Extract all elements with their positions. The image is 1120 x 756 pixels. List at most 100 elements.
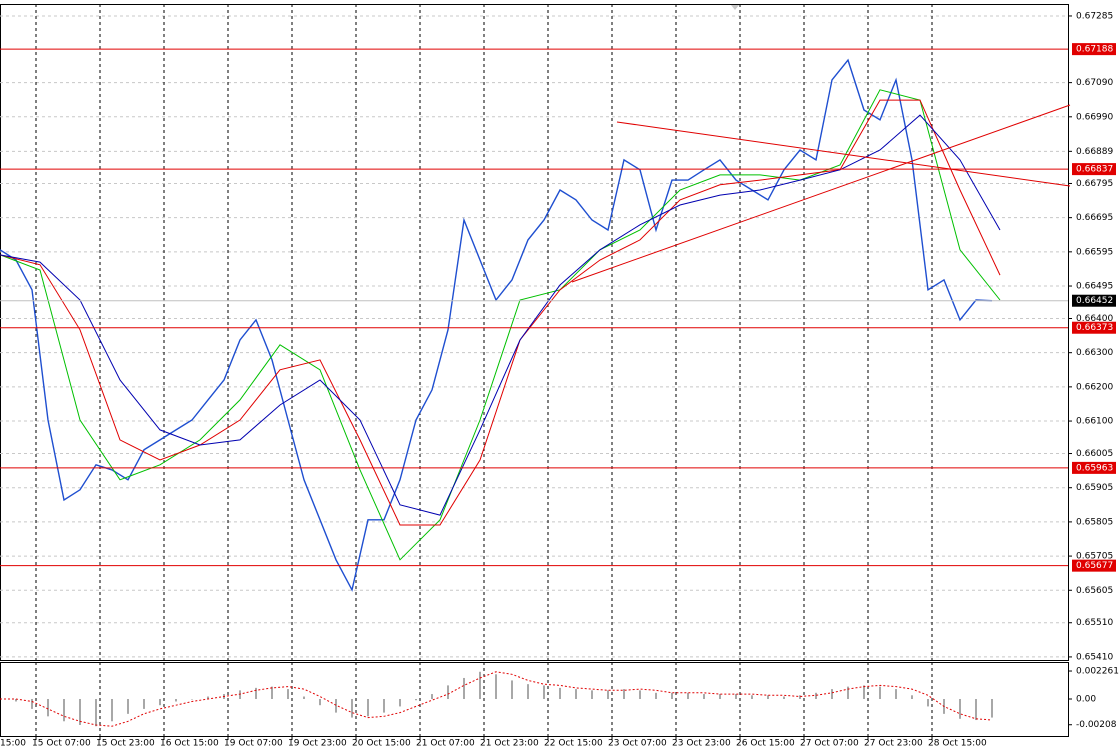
- histogram-bar: [255, 687, 257, 699]
- histogram-bar: [95, 699, 97, 727]
- histogram-bar: [159, 699, 161, 706]
- main-panel-frame: [0, 4, 1069, 661]
- y-tick-label: 0.65605: [1076, 586, 1113, 596]
- y-tick-label: 0.65410: [1076, 652, 1113, 662]
- histogram-bar: [671, 692, 673, 699]
- y-tick-label: 0.66100: [1076, 417, 1113, 427]
- histogram-bar: [959, 699, 961, 719]
- histogram-bar: [735, 694, 737, 699]
- plot-layer: 0.67285 0.67090 0.66990 0.66889 0.66795 0.666…: [0, 4, 1119, 749]
- histogram-bar: [207, 696, 209, 699]
- y-tick-label: 0.66595: [1076, 247, 1113, 257]
- level-label: 0.65963: [1076, 463, 1113, 473]
- histogram-bar: [975, 699, 977, 721]
- x-tick-label: 28 Oct 15:00: [928, 739, 987, 749]
- histogram-bar: [767, 695, 769, 699]
- histogram-bar: [415, 699, 417, 701]
- histogram-bar: [127, 699, 129, 714]
- x-tick-label: 20 Oct 15:00: [352, 739, 411, 749]
- histogram-bar: [719, 694, 721, 699]
- level-tag: [1072, 461, 1116, 474]
- y-tick-label: 0.65510: [1076, 618, 1113, 628]
- histogram-bar: [143, 699, 145, 709]
- series-line: [0, 99, 1001, 526]
- last-price-tag: [1072, 294, 1116, 307]
- histogram-bar: [511, 680, 513, 699]
- x-tick-label: 23 Oct 07:00: [608, 739, 667, 749]
- histogram-bar: [479, 671, 481, 699]
- x-tick-label: 15 Oct 23:00: [96, 739, 155, 749]
- x-tick-label: 27 Oct 23:00: [864, 739, 923, 749]
- histogram-bar: [751, 695, 753, 699]
- histogram-bar: [927, 699, 929, 707]
- y-tick-label: 0.65705: [1076, 552, 1113, 562]
- histogram-bar: [527, 684, 529, 699]
- x-tick-label: 21 Oct 23:00: [480, 739, 539, 749]
- histogram-bar: [847, 686, 849, 699]
- trend-line: [571, 104, 1071, 283]
- histogram-bar: [175, 699, 177, 702]
- y-tick-label: 0.66300: [1076, 348, 1113, 358]
- level-label: 0.66373: [1076, 323, 1113, 333]
- histogram-bar: [351, 699, 353, 718]
- histogram-bar: [399, 699, 401, 707]
- histogram-bar: [383, 699, 385, 713]
- y-tick-label: 0.66990: [1076, 112, 1113, 122]
- histogram-bar: [431, 694, 433, 699]
- y-tick-label: 0.00: [1076, 695, 1096, 705]
- level-tag: [1072, 559, 1116, 572]
- level-label: 0.65677: [1076, 561, 1113, 571]
- histogram-bar: [895, 689, 897, 699]
- histogram-bar: [911, 695, 913, 699]
- histogram-bar: [271, 686, 273, 699]
- histogram-bar: [495, 674, 497, 699]
- x-tick-label: 21 Oct 07:00: [416, 739, 475, 749]
- y-tick-label: 0.66795: [1076, 179, 1113, 189]
- histogram-bar: [191, 699, 193, 700]
- x-tick-label: 22 Oct 15:00: [544, 739, 603, 749]
- level-tag: [1072, 163, 1116, 176]
- y-tick-label: 0.65805: [1076, 517, 1113, 527]
- level-tag: [1072, 43, 1116, 56]
- y-tick-label: 0.65905: [1076, 483, 1113, 493]
- level-label: 0.66837: [1076, 165, 1113, 175]
- histogram-bar: [303, 696, 305, 699]
- histogram-bar: [319, 699, 321, 706]
- x-tick-label: 15 Oct 07:00: [32, 739, 91, 749]
- level-label: 0.67188: [1076, 45, 1113, 55]
- histogram-bar: [31, 699, 33, 709]
- last-price-label: 0.66452: [1076, 296, 1113, 306]
- histogram-bar: [335, 699, 337, 713]
- x-tick-label: 19 Oct 23:00: [288, 739, 347, 749]
- y-tick-label: 0.67285: [1076, 11, 1113, 21]
- x-tick-label: 19 Oct 07:00: [224, 739, 283, 749]
- histogram-bar: [639, 690, 641, 699]
- y-tick-label: 0.66005: [1076, 449, 1113, 459]
- series-line: [0, 58, 993, 592]
- histogram-bar: [799, 695, 801, 699]
- histogram-bar: [367, 699, 369, 717]
- histogram-bar: [111, 699, 113, 722]
- histogram-bar: [783, 696, 785, 699]
- histogram-bar: [863, 685, 865, 699]
- y-tick-label: 0.66889: [1076, 147, 1113, 157]
- y-tick-label: -0.00208: [1076, 720, 1117, 730]
- y-tick-label: 0.002261: [1076, 667, 1119, 677]
- histogram-bar: [623, 689, 625, 699]
- y-tick-label: 0.66495: [1076, 282, 1113, 292]
- histogram-bar: [543, 685, 545, 699]
- histogram-bar: [575, 689, 577, 699]
- y-tick-label: 0.66200: [1076, 382, 1113, 392]
- x-tick-label: 26 Oct 15:00: [736, 739, 795, 749]
- x-tick-label: 27 Oct 07:00: [800, 739, 859, 749]
- histogram-bar: [239, 690, 241, 699]
- histogram-bar: [703, 694, 705, 699]
- y-tick-label: 0.67090: [1076, 78, 1113, 88]
- x-tick-label: 15:00: [0, 739, 26, 749]
- y-tick-label: 0.66400: [1076, 314, 1113, 324]
- histogram-bar: [15, 699, 17, 702]
- y-tick-label: 0.66695: [1076, 213, 1113, 223]
- histogram-bar: [815, 692, 817, 699]
